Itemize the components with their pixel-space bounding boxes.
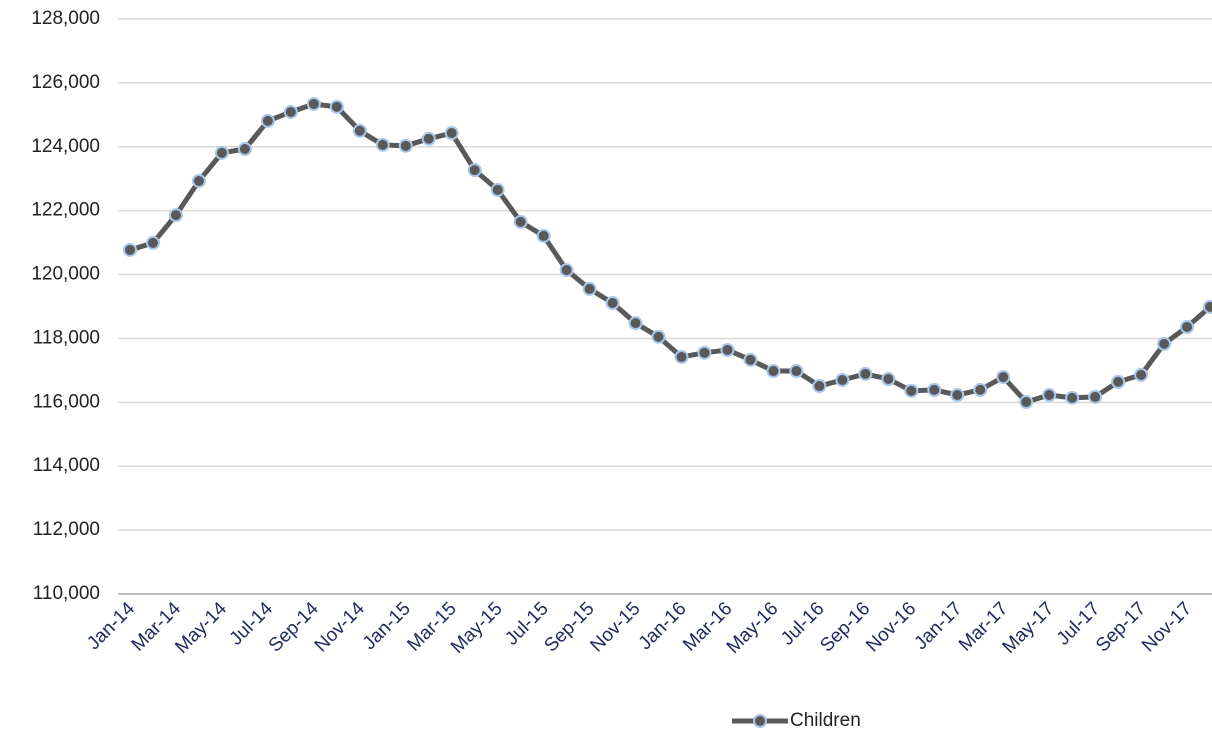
data-point: [904, 383, 919, 398]
data-point: [1065, 390, 1080, 405]
y-tick-label: 120,000: [31, 264, 100, 285]
data-point: [237, 142, 252, 157]
data-point: [444, 126, 459, 141]
x-tick-label: Jan-17: [910, 598, 966, 654]
data-point: [1042, 387, 1057, 402]
x-tick-label: May-16: [723, 598, 783, 658]
x-tick-label: May-17: [999, 598, 1059, 658]
data-point: [835, 372, 850, 387]
y-tick-label: 114,000: [33, 455, 100, 476]
data-point: [306, 96, 321, 111]
y-tick-label: 110,000: [33, 583, 100, 604]
data-point: [375, 137, 390, 152]
x-tick-label: Jan-15: [359, 598, 415, 654]
x-tick-label: Nov-17: [1138, 598, 1196, 656]
data-point: [559, 263, 574, 278]
y-tick-label: 128,000: [31, 8, 100, 29]
data-point: [881, 372, 896, 387]
data-point: [927, 382, 942, 397]
x-tick-label: May-14: [171, 598, 231, 658]
y-tick-label: 116,000: [33, 391, 100, 412]
data-point: [789, 364, 804, 379]
x-tick-label: Sep-17: [1092, 598, 1150, 656]
y-tick-label: 118,000: [33, 327, 100, 348]
x-tick-label: Nov-14: [311, 598, 369, 656]
series-line: [129, 101, 1212, 405]
data-point: [214, 145, 229, 160]
data-point: [1180, 319, 1195, 334]
data-point: [490, 182, 505, 197]
data-point: [858, 366, 873, 381]
data-point: [766, 364, 781, 379]
data-point: [1203, 299, 1212, 314]
y-tick-label: 126,000: [31, 72, 100, 93]
x-tick-label: Sep-15: [541, 598, 599, 656]
data-point: [1088, 389, 1103, 404]
data-point: [123, 242, 137, 257]
y-tick-label: 122,000: [31, 200, 100, 221]
data-point: [628, 316, 643, 331]
data-point: [605, 295, 620, 310]
data-point: [536, 228, 551, 243]
data-point: [467, 163, 482, 178]
data-point: [1111, 374, 1126, 389]
data-point: [950, 387, 965, 402]
data-point: [283, 104, 298, 119]
data-point: [513, 214, 528, 229]
y-tick-label: 112,000: [33, 519, 100, 540]
data-point: [260, 113, 275, 128]
data-point: [421, 131, 436, 146]
x-tick-label: Jan-16: [635, 598, 691, 654]
data-point: [191, 173, 206, 188]
data-point: [973, 382, 988, 397]
data-point: [1019, 395, 1034, 410]
legend-marker: [753, 714, 767, 728]
x-tick-label: Sep-14: [265, 598, 323, 656]
x-tick-label: Jan-14: [83, 598, 139, 654]
data-point: [674, 349, 689, 364]
data-point: [145, 235, 160, 250]
data-point: [1134, 367, 1149, 382]
y-tick-label: 124,000: [31, 136, 100, 157]
data-point: [168, 208, 183, 223]
data-point: [582, 281, 597, 296]
data-point: [352, 123, 367, 138]
x-tick-label: May-15: [447, 598, 507, 658]
data-point: [812, 379, 827, 394]
data-point: [743, 352, 758, 367]
data-point: [651, 329, 666, 344]
data-point: [329, 99, 344, 114]
data-point: [996, 370, 1011, 385]
data-point: [697, 345, 712, 360]
legend-label: Children: [790, 710, 861, 731]
x-tick-label: Sep-16: [816, 598, 874, 656]
data-point: [1157, 336, 1172, 351]
x-tick-label: Nov-15: [586, 598, 644, 656]
x-tick-label: Nov-16: [862, 598, 920, 656]
data-point: [720, 342, 735, 357]
data-point: [398, 138, 413, 153]
